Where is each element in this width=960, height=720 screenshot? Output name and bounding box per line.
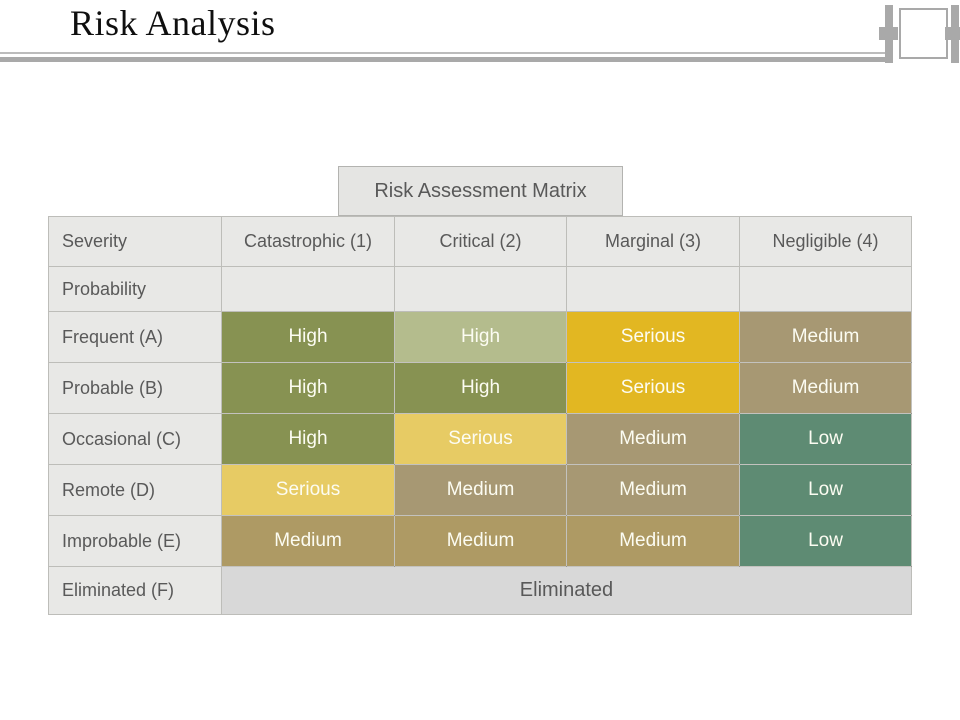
matrix-row: Occasional (C) High Serious Medium Low [48,413,912,465]
matrix-cell: Medium [739,311,912,363]
matrix-cell: High [221,362,395,414]
matrix-cell: Serious [394,413,567,465]
probability-row: Probability [48,266,912,312]
matrix-cell: Medium [566,515,740,567]
row-label: Probable (B) [48,362,222,414]
row-label: Occasional (C) [48,413,222,465]
matrix-row: Probable (B) High High Serious Medium [48,362,912,414]
probability-label: Probability [48,266,222,312]
decorative-knob-icon [945,27,960,40]
matrix-cell: Serious [221,464,395,516]
matrix-cell: Medium [394,515,567,567]
matrix-cell: Low [739,515,912,567]
matrix-cell: Medium [739,362,912,414]
matrix-cell: High [221,311,395,363]
empty-cell [566,266,740,312]
row-label: Frequent (A) [48,311,222,363]
matrix-cell: High [221,413,395,465]
decorative-square-icon [899,8,948,59]
matrix-cell: Low [739,413,912,465]
matrix-cell: Medium [221,515,395,567]
matrix-cell: High [394,311,567,363]
matrix-row: Remote (D) Serious Medium Medium Low [48,464,912,516]
decorative-knob-icon [879,27,898,40]
empty-cell [221,266,395,312]
matrix-cell: Serious [566,311,740,363]
row-label: Eliminated (F) [48,566,222,615]
matrix-cell: High [394,362,567,414]
column-header: Marginal (3) [566,216,740,267]
empty-cell [394,266,567,312]
matrix-cell: Low [739,464,912,516]
column-header: Critical (2) [394,216,567,267]
matrix-cell: Serious [566,362,740,414]
empty-cell [739,266,912,312]
row-label: Improbable (E) [48,515,222,567]
matrix-row: Improbable (E) Medium Medium Medium Low [48,515,912,567]
matrix-heading: Risk Assessment Matrix [338,166,623,216]
eliminated-cell: Eliminated [221,566,912,615]
matrix-header-row: Severity Catastrophic (1) Critical (2) Marg… [48,216,912,267]
slide-title: Risk Analysis [70,3,276,43]
matrix-cell: Medium [566,413,740,465]
column-header: Negligible (4) [739,216,912,267]
column-header: Catastrophic (1) [221,216,395,267]
eliminated-row: Eliminated (F) Eliminated [48,566,912,615]
title-rule-thick [0,57,893,62]
risk-matrix-table: Severity Catastrophic (1) Critical (2) Marg… [48,216,912,615]
matrix-row: Frequent (A) High High Serious Medium [48,311,912,363]
column-header-severity: Severity [48,216,222,267]
title-rule-thin [0,52,890,54]
matrix-cell: Medium [394,464,567,516]
row-label: Remote (D) [48,464,222,516]
risk-matrix-body: Severity Catastrophic (1) Critical (2) Marg… [48,216,912,615]
matrix-cell: Medium [566,464,740,516]
